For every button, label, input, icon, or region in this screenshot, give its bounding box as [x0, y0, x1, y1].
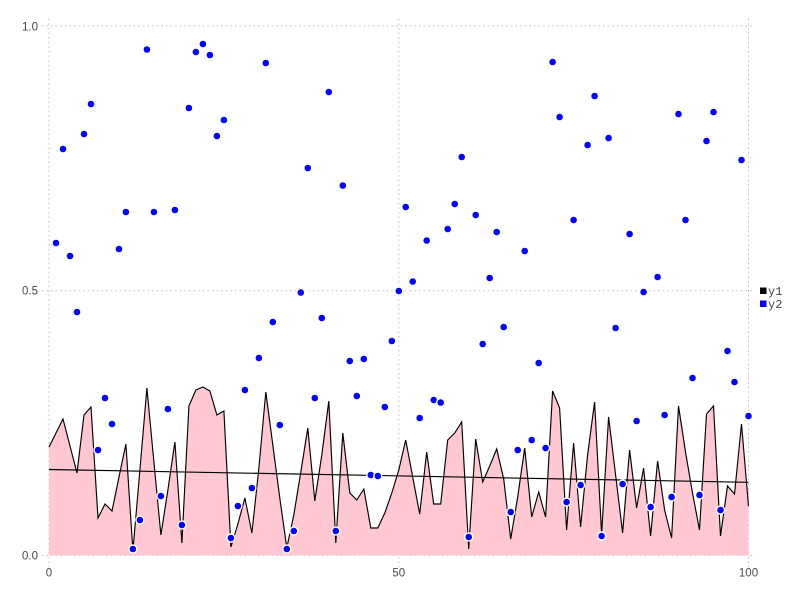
svg-text:0.5: 0.5 [22, 286, 38, 298]
svg-text:0.0: 0.0 [22, 550, 38, 562]
svg-text:50: 50 [392, 568, 405, 580]
svg-text:0: 0 [46, 568, 52, 580]
svg-text:y2: y2 [768, 298, 782, 312]
svg-text:1.0: 1.0 [22, 21, 38, 33]
svg-text:y1: y1 [768, 285, 782, 299]
svg-text:100: 100 [739, 568, 758, 580]
